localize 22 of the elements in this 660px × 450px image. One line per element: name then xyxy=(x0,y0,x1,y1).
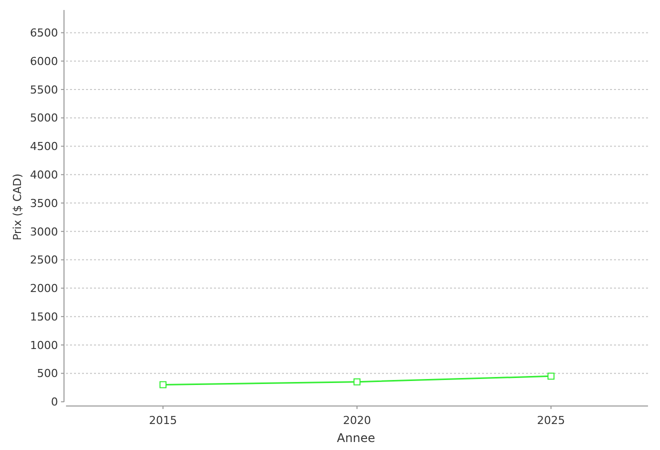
point xyxy=(160,381,166,388)
x-axis-title: Annee xyxy=(336,431,376,445)
y-tick-label: 2500 xyxy=(30,254,58,267)
y-tick-label: 1000 xyxy=(30,338,58,352)
y-tick-label: 3500 xyxy=(30,196,58,210)
y-tick-label: 0 xyxy=(51,396,58,409)
x-tick-label: 2025 xyxy=(537,414,565,427)
y-tick-label: 6500 xyxy=(30,26,58,40)
y-tick-label: 3000 xyxy=(30,225,58,238)
y-tick-label: 5000 xyxy=(30,112,58,125)
y-axis-title: Prix ($ CAD) xyxy=(11,174,24,240)
y-tick-label: 4500 xyxy=(30,140,58,154)
y-tick-label: 4000 xyxy=(30,168,58,182)
y-tick-label: 1500 xyxy=(30,310,58,324)
y-tick-label: 5500 xyxy=(30,83,58,96)
x-tick-label: 2020 xyxy=(343,414,371,427)
y-tick-label: 500 xyxy=(37,367,58,380)
x-tick-label: 2015 xyxy=(149,414,177,427)
y-tick-label: 6000 xyxy=(30,54,58,68)
point xyxy=(548,372,554,380)
y-tick-label: 2000 xyxy=(30,282,58,296)
point xyxy=(354,378,360,386)
